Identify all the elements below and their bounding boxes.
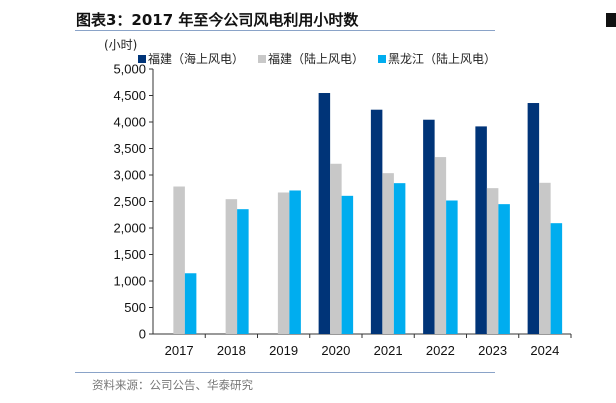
legend-item: 福建（海上风电） (138, 50, 244, 67)
x-tick-label: 2022 (426, 343, 455, 358)
y-tick-label: 500 (124, 300, 146, 315)
x-tick-label: 2017 (165, 343, 194, 358)
bar (423, 119, 435, 334)
title-rule (75, 30, 495, 31)
x-tick-label: 2023 (478, 343, 507, 358)
legend-swatch (258, 54, 267, 63)
y-tick-label: 1,500 (113, 247, 146, 262)
y-tick-label: 1,000 (113, 274, 146, 289)
bar (550, 223, 563, 334)
bar (277, 192, 290, 334)
bar (539, 182, 551, 334)
legend-label: 福建（陆上风电） (268, 52, 365, 66)
y-tick-label: 4,000 (113, 115, 146, 130)
source-note: 资料来源：公司公告、华泰研究 (92, 378, 253, 392)
bar (446, 200, 458, 334)
legend-label: 福建（海上风电） (148, 52, 245, 66)
legend: 福建（海上风电） 福建（陆上风电） 黑龙江（陆上风电） (138, 50, 496, 67)
bar (393, 183, 406, 334)
x-tick-label: 2024 (530, 343, 559, 358)
footer-rule (75, 372, 495, 373)
bar (225, 199, 238, 334)
bar (318, 93, 331, 334)
bar (173, 186, 185, 334)
y-tick-label: 0 (139, 327, 146, 342)
y-tick-label: 5,000 (113, 62, 146, 77)
legend-item: 黑龙江（陆上风电） (378, 50, 496, 67)
x-tick-label: 2019 (269, 343, 298, 358)
y-tick-label: 3,000 (113, 168, 146, 183)
bar (486, 188, 499, 334)
bar (330, 163, 342, 334)
y-tick-label: 4,500 (113, 88, 146, 103)
legend-swatch (138, 54, 146, 63)
bar (382, 173, 394, 334)
chart-title: 图表3：2017 年至今公司风电利用小时数 (76, 11, 359, 29)
bar (475, 126, 487, 334)
y-tick-label: 2,500 (113, 194, 146, 209)
y-tick-label: 3,500 (113, 141, 146, 156)
x-tick-label: 2020 (321, 343, 350, 358)
legend-item: 福建（陆上风电） (258, 50, 364, 67)
adjacent-page-fragment (606, 13, 616, 27)
bar (434, 157, 447, 334)
bar (527, 103, 540, 334)
bar (289, 190, 301, 334)
bar (237, 209, 249, 334)
bar (341, 195, 354, 334)
x-tick-label: 2021 (374, 343, 403, 358)
y-tick-label: 2,000 (113, 221, 146, 236)
x-tick-label: 2018 (217, 343, 246, 358)
bar (184, 273, 197, 334)
bar (498, 204, 510, 334)
bar (370, 109, 383, 334)
legend-swatch (378, 54, 387, 63)
legend-label: 黑龙江（陆上风电） (388, 52, 497, 66)
y-axis-unit: (小时) (104, 38, 138, 52)
